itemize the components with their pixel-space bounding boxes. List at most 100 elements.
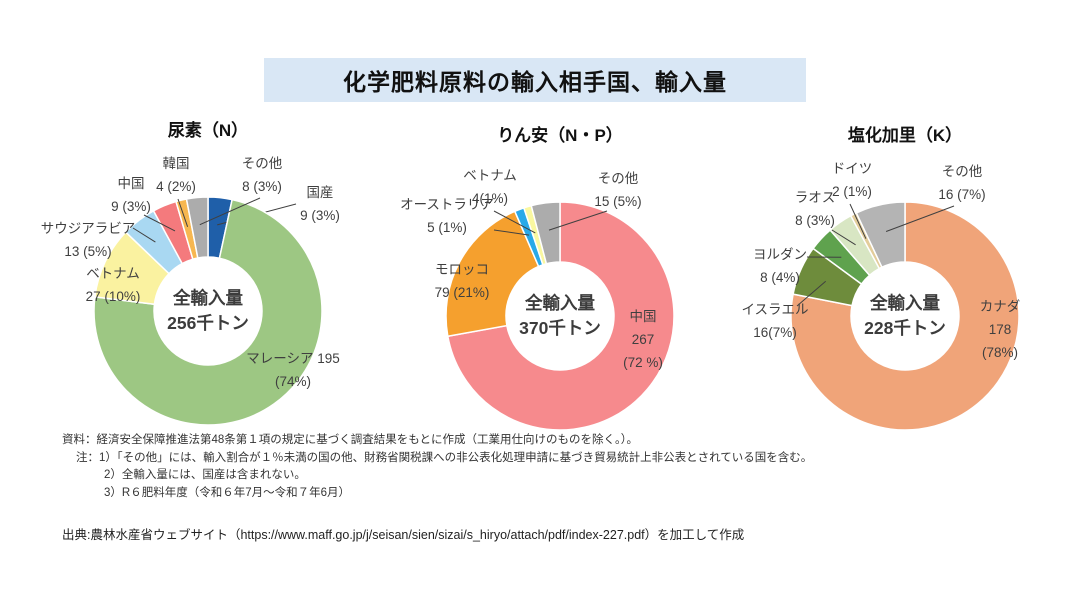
slice-label-line: 中国 [117,176,145,191]
donut-chart-1: りん安（N・P） 中国 267 (72 %) モロッコ 79 (21%) オーストラリア 5 … [395,111,725,456]
slice-label-line: 15 (5%) [594,194,642,209]
donut-slice [790,201,1020,431]
chart-title: りん安（N・P） [497,126,623,145]
slice-label-line: 178 [988,322,1012,337]
slice-label-line: 4 (2%) [156,179,196,194]
donut-chart-0: 尿素（N） 国産 9 (3%) マレーシア 195 (74%) ベトナム 27 (10%) サ… [41,106,373,451]
chart-title: 尿素（N） [167,121,249,140]
slice-label: イスラエル 16(7%) [741,298,808,344]
total-import-label: 全輸入量 228千トン [864,291,946,341]
donut-slice [855,201,906,269]
slice-label: カナダ 178 (78%) [980,295,1021,364]
slice-label-line: カナダ [979,299,1021,314]
leader-line [831,229,856,246]
footnote-note-2: 2）全輸入量には、国産は含まれない。 [104,469,306,481]
slice-label-line: 27 (10%) [85,289,141,304]
leader-line [177,198,189,227]
donut-slice [185,196,209,259]
slice-label-line: 9 (3%) [111,199,151,214]
slice-label-line: 79 (21%) [434,285,490,300]
leader-line [796,280,827,307]
slice-label: その他 16 (7%) [938,160,985,206]
slice-label-line: 267 [631,332,655,347]
donut-slice [530,201,561,265]
chart-title: 塩化加里（K） [847,126,963,145]
leader-line [493,210,536,234]
slice-label-line: (78%) [981,345,1018,360]
slice-label-line: 5 (1%) [427,220,467,235]
slice-label-line: 16 (7%) [938,187,986,202]
slice-label: ベトナム 27 (10%) [86,262,141,308]
slice-label-line: (74%) [274,374,312,389]
slice-label-line: 13 (5%) [64,244,112,259]
donut-slice [446,201,675,431]
leader-line [885,205,955,232]
donut-svg [445,201,675,431]
slice-label-line: ラオス [794,190,836,205]
footnotes: 資料：経済安全保障推進法第48条第１項の規定に基づく調査結果をもとに作成（工業用… [62,432,812,502]
footnote-source-basis: 資料：経済安全保障推進法第48条第１項の規定に基づく調査結果をもとに作成（工業用… [62,434,639,446]
donut-svg [790,201,1020,431]
total-import-label-line: 256千トン [167,313,249,333]
slice-label-line: 8 (3%) [795,213,835,228]
slice-label-line: 4(1%) [471,191,509,206]
total-import-label: 全輸入量 256千トン [167,286,249,336]
slice-label-line: ベトナム [463,168,517,183]
leader-line [548,210,608,231]
total-import-label: 全輸入量 370千トン [519,291,601,341]
slice-label-line: 国産 [306,185,334,200]
leader-line [199,197,261,226]
slice-label-line: その他 [241,156,283,171]
leader-line [132,227,156,243]
source-line: 出典:農林水産省ウェブサイト（https://www.maff.go.jp/j/… [62,528,745,542]
total-import-label-line: 370千トン [519,318,601,338]
total-import-label-line: 全輸入量 [524,293,595,313]
leader-line [849,203,867,239]
slice-label: ベトナム 4(1%) [463,164,517,210]
slice-label: 中国 9 (3%) [111,172,151,218]
footnote-note-3: 3）R６肥料年度（令和６年7月～令和７年6月） [104,486,350,499]
slice-label-line: オーストラリア [400,197,494,212]
slice-label-line: イスラエル [741,302,809,317]
slice-label: モロッコ 79 (21%) [435,258,490,304]
donut-svg [93,196,323,426]
total-import-label-line: 228千トン [864,318,946,338]
page-title-banner: 化学肥料原料の輸入相手国、輸入量 [264,58,806,102]
donut-slice [93,198,323,426]
slice-label-line: その他 [597,171,639,186]
total-import-label-line: 全輸入量 [869,293,940,313]
leader-line [493,229,530,236]
slice-label-line: 中国 [629,309,657,324]
slice-label-line: モロッコ [435,262,489,277]
slice-label: ドイツ 2 (1%) [832,157,873,203]
slice-label-line: ヨルダン [753,247,807,262]
slice-label-line: (72 %) [623,355,663,370]
slice-label-line: 16(7%) [753,325,797,340]
slice-label: その他 15 (5%) [594,167,641,213]
slice-label-line: マレーシア 195 [246,351,340,366]
slice-label: 国産 9 (3%) [300,181,340,227]
slice-label-line: ドイツ [831,161,873,176]
slice-label: ラオス 8 (3%) [795,186,836,232]
leader-line [143,214,176,232]
footnote-note-1: 注：1）「その他」には、輸入割合が１％未満の国の他、財務省関税課への非公表化処理… [76,451,813,464]
slice-label: ヨルダン 8 (4%) [753,243,807,289]
slice-label: オーストラリア 5 (1%) [400,193,494,239]
slice-label-line: サウジアラビア [40,221,136,236]
slice-label: 韓国 4 (2%) [156,152,196,198]
page-title: 化学肥料原料の輸入相手国、輸入量 [343,69,727,95]
total-import-label-line: 全輸入量 [172,288,243,308]
slice-label-line: 韓国 [162,156,190,171]
slice-label-line: 8 (4%) [760,270,800,285]
slice-label: 中国 267 (72 %) [623,305,663,374]
slice-label-line: 9 (3%) [300,208,340,223]
slice-label-line: 8 (3%) [242,179,282,194]
donut-slice [445,210,540,338]
slice-label-line: 2 (1%) [832,184,872,199]
slice-label: マレーシア 195 (74%) [246,347,340,393]
slice-label-line: その他 [941,164,983,179]
slice-label: サウジアラビア 13 (5%) [41,217,136,263]
slice-label: その他 8 (3%) [242,152,283,198]
slice-label-line: ベトナム [86,266,140,281]
donut-chart-2: 塩化加里（K） カナダ 178 (78%) イスラエル 16(7%) ヨルダン 8 (4%) ラ… [740,111,1067,456]
